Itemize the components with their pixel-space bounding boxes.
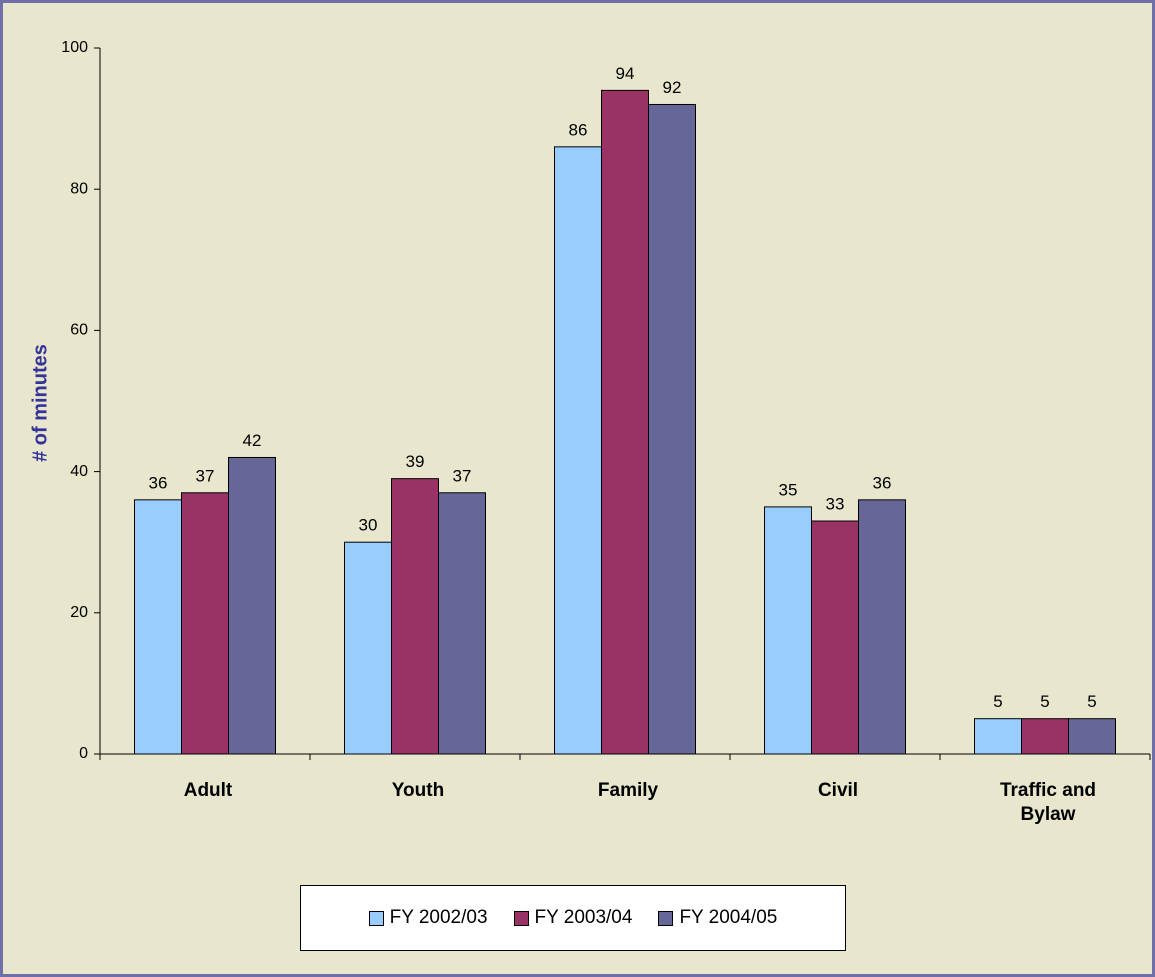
y-tick-label: 0 <box>79 745 88 762</box>
bar <box>181 492 229 755</box>
x-tick-label: Youth <box>391 780 445 801</box>
y-tick-label: 20 <box>70 604 88 621</box>
data-label: 35 <box>779 480 798 499</box>
data-label: 5 <box>1040 692 1049 711</box>
x-tick-label: Family <box>597 780 659 801</box>
data-label: 36 <box>149 473 168 492</box>
y-tick-label: 60 <box>70 322 88 339</box>
bar <box>858 499 906 755</box>
legend-entry: FY 2004/05 <box>658 907 777 929</box>
bar <box>1021 718 1069 755</box>
bar <box>438 492 486 755</box>
bar <box>1068 718 1116 755</box>
x-tick-label: Adult <box>183 780 233 801</box>
legend-swatch <box>368 910 384 926</box>
x-tick-label: Civil <box>817 780 859 801</box>
bar <box>764 506 812 755</box>
data-label: 33 <box>826 495 845 514</box>
data-label: 37 <box>453 466 472 485</box>
data-label: 94 <box>616 64 635 83</box>
bar <box>554 146 602 755</box>
legend-entry: FY 2002/03 <box>368 907 488 929</box>
y-tick-label: 40 <box>70 463 88 480</box>
chart: # of minutes 0 20 40 60 80 100 36 37 42 30 39 37 86 9… <box>29 39 1151 762</box>
x-tick-label: Traffic and Bylaw <box>999 780 1097 825</box>
legend-label: FY 2003/04 <box>534 907 633 928</box>
legend-entry: FY 2003/04 <box>513 907 633 929</box>
y-tick-label: 80 <box>70 180 88 197</box>
bar <box>974 718 1022 755</box>
legend-label: FY 2002/03 <box>389 907 488 928</box>
data-label: 42 <box>243 431 262 450</box>
bar <box>648 103 696 755</box>
data-label: 92 <box>663 78 682 97</box>
y-axis-label: # of minutes <box>29 344 51 462</box>
bar <box>391 478 439 755</box>
data-label: 5 <box>1087 692 1096 711</box>
data-label: 30 <box>359 516 378 535</box>
bar <box>811 520 859 755</box>
data-label: 86 <box>569 120 588 139</box>
legend-swatch <box>513 910 529 926</box>
data-label: 39 <box>406 452 425 471</box>
bar <box>601 89 649 755</box>
legend-swatch <box>658 910 674 926</box>
legend: FY 2002/03 FY 2003/04 FY 2004/05 <box>300 885 846 951</box>
bar <box>134 499 182 755</box>
data-label: 36 <box>873 473 892 492</box>
data-label: 37 <box>196 466 215 485</box>
legend-label: FY 2004/05 <box>679 907 778 928</box>
data-label: 5 <box>993 692 1002 711</box>
bar <box>344 541 392 755</box>
y-tick-label: 100 <box>61 39 88 56</box>
bar <box>228 456 276 755</box>
